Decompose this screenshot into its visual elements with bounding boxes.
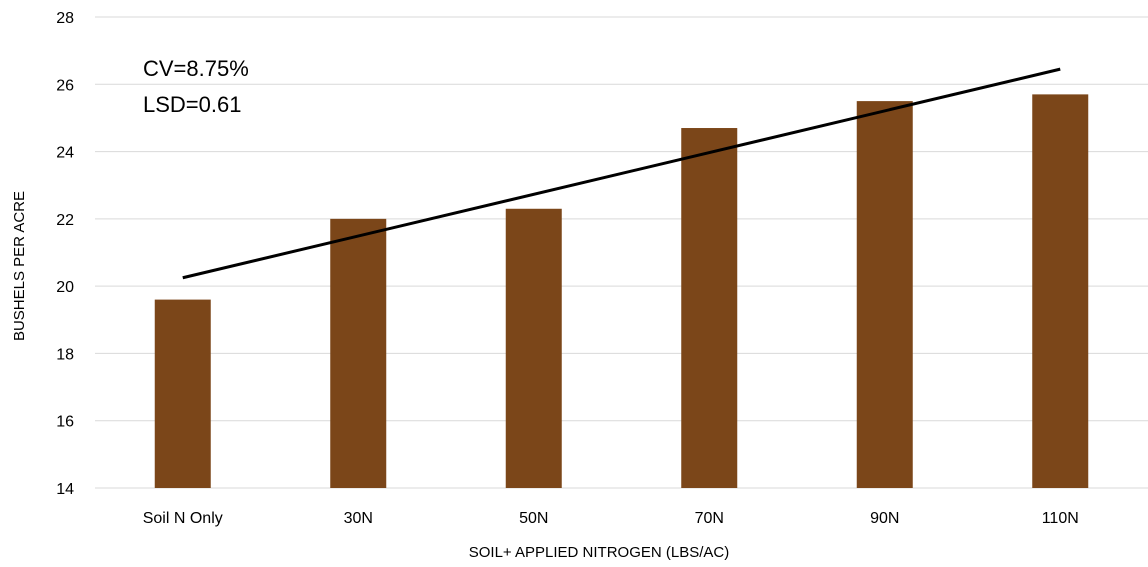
annotation-text: LSD=0.61 <box>143 92 241 117</box>
x-tick-label: 110N <box>1042 510 1079 527</box>
x-tick-label: 50N <box>519 510 548 527</box>
y-axis-title: BUSHELS PER ACRE <box>11 191 28 341</box>
annotation-text: CV=8.75% <box>143 56 249 81</box>
bars <box>154 94 1089 488</box>
y-tick-label: 28 <box>56 10 74 27</box>
x-tick-label: Soil N Only <box>143 510 223 527</box>
y-tick-label: 22 <box>56 212 74 229</box>
y-tick-label: 18 <box>56 346 74 363</box>
trendline <box>182 67 1061 280</box>
bar <box>681 128 738 488</box>
bar <box>505 208 562 488</box>
y-tick-label: 16 <box>56 414 74 431</box>
x-tick-label: 70N <box>695 510 724 527</box>
y-tick-label: 26 <box>56 77 74 94</box>
x-tick-label: 90N <box>870 510 899 527</box>
bar <box>330 218 387 488</box>
annotations: CV=8.75% LSD=0.61 <box>143 56 249 117</box>
x-tick-labels: Soil N Only 30N 50N 70N 90N 110N <box>143 510 1079 527</box>
x-tick-label: 30N <box>344 510 373 527</box>
bar <box>1032 94 1089 488</box>
y-tick-label: 24 <box>56 145 74 162</box>
y-tick-label: 20 <box>56 279 74 296</box>
y-tick-labels: 14 16 18 20 22 24 26 28 <box>56 10 74 498</box>
bar <box>856 101 913 488</box>
x-axis-title: SOIL+ APPLIED NITROGEN (LBS/AC) <box>469 544 730 561</box>
y-tick-label: 14 <box>56 481 74 498</box>
bar <box>154 299 211 488</box>
gridlines <box>95 16 1148 489</box>
trendline-group <box>182 67 1061 280</box>
